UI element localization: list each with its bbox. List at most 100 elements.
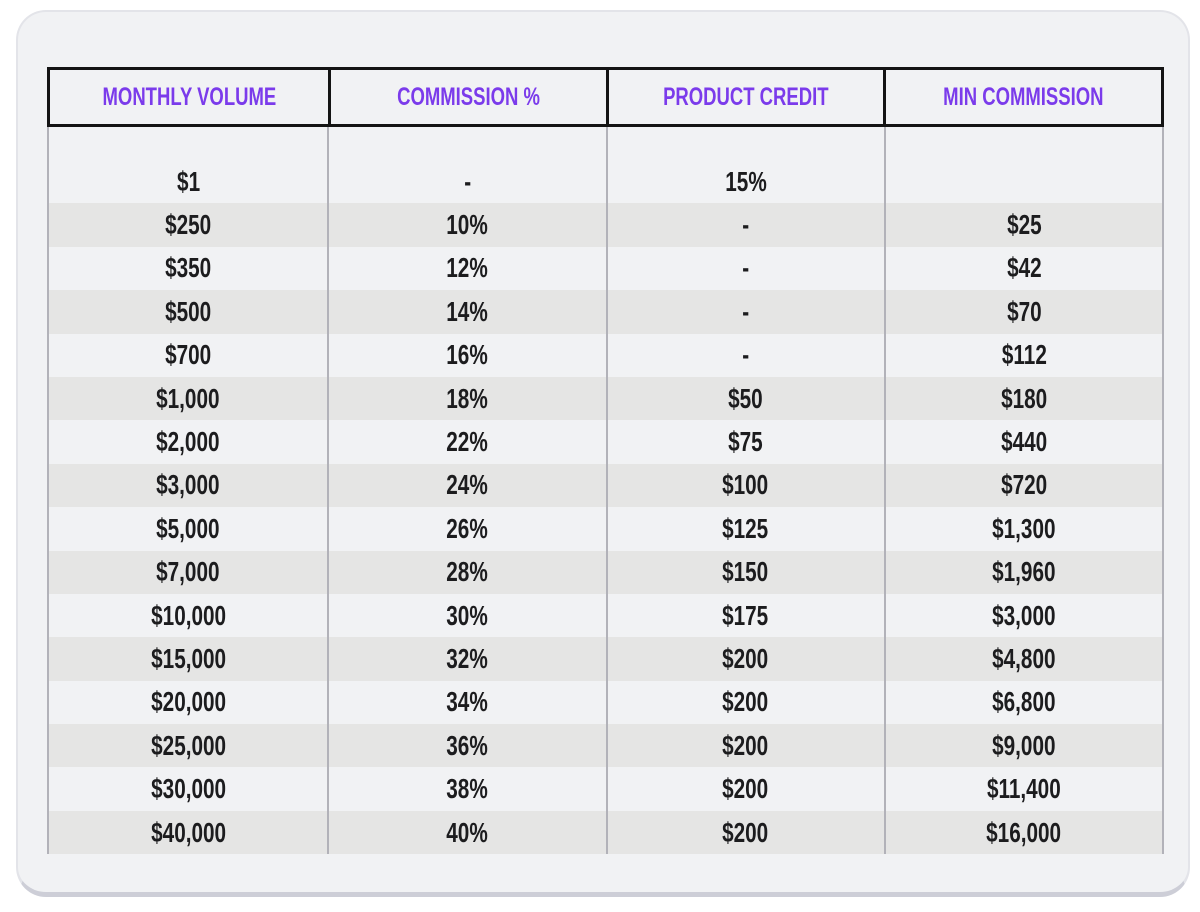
table-cell-value: $700 — [165, 339, 212, 371]
table-cell-value: $30,000 — [150, 773, 226, 805]
table-cell: $25 — [883, 203, 1162, 247]
table-row: $25,000 36% $200 $9,000 — [49, 724, 1162, 768]
table-row: $700 16% - $112 — [49, 333, 1162, 377]
table-cell: $1 — [49, 160, 327, 203]
table-cell: $440 — [883, 420, 1162, 464]
table-cell: $250 — [49, 203, 327, 246]
table-cell: 34% — [327, 680, 605, 725]
table-cell — [883, 160, 1162, 204]
table-cell-value: 26% — [446, 512, 489, 544]
table-cell-value: $50 — [728, 382, 763, 414]
table-cell: $1,960 — [883, 550, 1162, 594]
table-row: $20,000 34% $200 $6,800 — [49, 680, 1162, 725]
table-cell: $40,000 — [49, 811, 327, 854]
table-row: $10,000 30% $175 $3,000 — [49, 593, 1162, 638]
table-cell-value: 14% — [446, 295, 489, 327]
table-row: $1 - 15% — [49, 160, 1162, 204]
table-row: $7,000 28% $150 $1,960 — [49, 550, 1162, 594]
table-body: $1-15% $250 10% - $25 $350 12% - $42 $500 14% - $70 $… — [47, 127, 1164, 855]
table-cell: - — [605, 203, 884, 247]
table-cell: $5,000 — [49, 507, 327, 550]
table-row: $15,000 32% $200 $4,800 — [49, 637, 1162, 681]
table-cell-value: $112 — [1001, 339, 1047, 371]
table-cell-value: $150 — [722, 556, 769, 588]
table-cell-value: $125 — [722, 512, 769, 544]
table-cell: $125 — [605, 507, 884, 551]
table-cell-value: - — [742, 209, 750, 241]
table-row: $350 12% - $42 — [49, 246, 1162, 291]
table-cell-value: $6,800 — [992, 686, 1056, 718]
table-cell-value: $200 — [722, 686, 769, 718]
table-cell: $70 — [883, 290, 1162, 334]
table-cell-value: $350 — [165, 252, 212, 284]
table-cell-value: $10,000 — [150, 599, 226, 631]
column-header-label: MONTHLY VOLUME — [102, 82, 276, 111]
table-row: $5,000 26% $125 $1,300 — [49, 507, 1162, 551]
table-cell: 38% — [327, 767, 605, 811]
table-row: $3,000 24% $100 $720 — [49, 463, 1162, 508]
table-cell: 15% — [605, 160, 884, 204]
table-cell: $3,000 — [49, 464, 327, 507]
table-cell: $100 — [605, 463, 884, 508]
table-cell-value: - — [742, 339, 750, 371]
table-cell-value: $3,000 — [992, 599, 1056, 631]
table-cell: $9,000 — [883, 724, 1162, 768]
table-cell-value: $25,000 — [150, 729, 226, 761]
table-cell — [327, 127, 605, 160]
table-cell-value: 38% — [446, 773, 489, 805]
table-cell-value: $11,400 — [986, 773, 1061, 805]
table-cell-value: $200 — [722, 816, 769, 848]
table-cell-value: $5,000 — [156, 512, 220, 544]
table-cell: 32% — [327, 637, 605, 681]
table-cell-value: $1 — [176, 165, 200, 197]
table-cell-value: $175 — [722, 599, 769, 631]
table-cell: $75 — [605, 420, 884, 464]
table-cell-value: 15% — [724, 165, 767, 197]
column-header-product-credit: PRODUCT CREDIT — [605, 70, 884, 124]
table-cell: $30,000 — [49, 767, 327, 810]
table-cell-value: 32% — [446, 642, 489, 674]
table-cell-value: $1,300 — [992, 512, 1056, 544]
table-cell: $500 — [49, 290, 327, 333]
table-cell-value: $500 — [165, 295, 212, 327]
table-cell: $720 — [883, 463, 1162, 508]
table-cell-value: $720 — [1000, 469, 1047, 501]
table-cell-value: $2,000 — [156, 426, 220, 458]
table-cell: - — [605, 333, 884, 377]
table-cell-value: 18% — [446, 382, 489, 414]
table-cell — [605, 127, 884, 160]
table-row: $30,000 38% $200 $11,400 — [49, 767, 1162, 811]
table-cell: $7,000 — [49, 551, 327, 594]
table-cell: - — [605, 290, 884, 334]
table-cell: $15,000 — [49, 637, 327, 680]
table-cell-value: 36% — [446, 729, 489, 761]
table-cell: $1,000 — [49, 377, 327, 420]
table-cell: $200 — [605, 810, 884, 855]
table-row: $250 10% - $25 — [49, 203, 1162, 247]
table-cell-value: $40,000 — [150, 816, 226, 848]
table-cell-value: $15,000 — [150, 642, 226, 674]
table-cell-value: 10% — [446, 209, 489, 241]
table-cell: 28% — [327, 550, 605, 594]
table-cell: $4,800 — [883, 637, 1162, 681]
table-cell-value: 40% — [446, 816, 489, 848]
table-cell: $16,000 — [883, 810, 1162, 855]
table-cell-value: $200 — [722, 642, 769, 674]
table-cell-value: - — [742, 252, 750, 284]
table-cell: $10,000 — [49, 594, 327, 637]
table-cell: $200 — [605, 637, 884, 681]
table-cell: $200 — [605, 767, 884, 811]
table-cell: $112 — [883, 333, 1162, 377]
table-cell: 16% — [327, 333, 605, 377]
column-header-monthly-volume: MONTHLY VOLUME — [50, 70, 328, 124]
table-cell: 30% — [327, 593, 605, 638]
table-cell: $175 — [605, 593, 884, 638]
table-cell-value: $1,960 — [992, 556, 1056, 588]
table-cell: - — [605, 246, 884, 291]
table-cell: $42 — [883, 246, 1162, 291]
table-cell — [49, 127, 327, 160]
table-cell-value: 24% — [446, 469, 489, 501]
table-cell-value: $180 — [1000, 382, 1047, 414]
commission-table-card: MONTHLY VOLUME COMMISSION % PRODUCT CRED… — [16, 10, 1190, 897]
